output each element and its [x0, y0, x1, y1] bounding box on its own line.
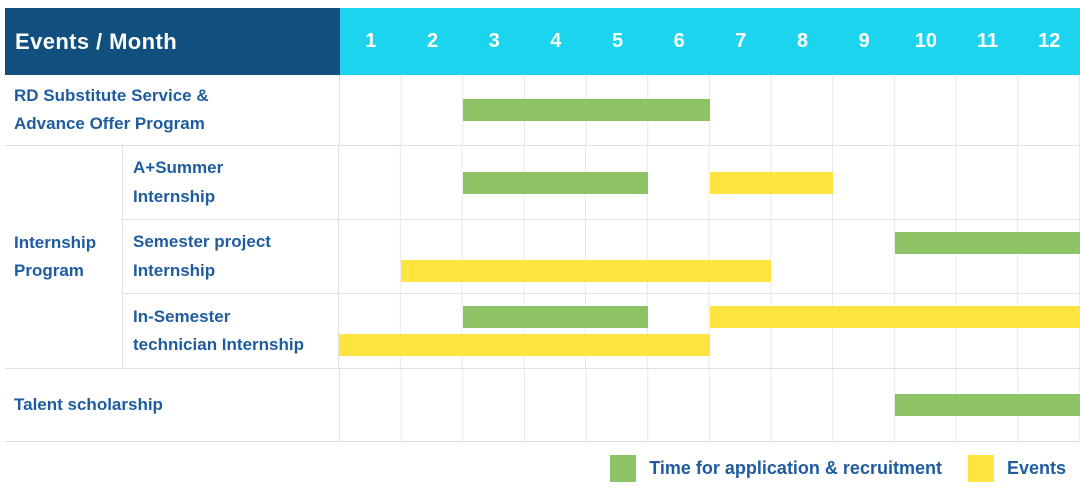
month-header-row: 1 2 3 4 5 6 7 8 9 10 11 12: [340, 8, 1080, 75]
row-label: A+Summer Internship: [123, 146, 339, 219]
row-chart-cell: [340, 369, 1080, 441]
gantt-bar-green: [462, 306, 648, 328]
row-label-line: Internship: [133, 186, 216, 206]
row-label-line: Internship: [133, 260, 216, 280]
legend-swatch-yellow: [967, 455, 994, 482]
row-label: RD Substitute Service & Advance Offer Pro…: [5, 75, 340, 145]
events-month-table: Events / Month 1 2 3 4 5 6 7 8 9 10 11 12 RD Substi…: [5, 8, 1080, 442]
row-chart-cell: [339, 220, 1080, 293]
legend-swatch-green: [610, 455, 637, 482]
gantt-bar-green: [462, 171, 648, 194]
gantt-bar-yellow: [339, 334, 710, 356]
table-row: In-Semester technician Internship: [123, 294, 1080, 368]
month-header-cell: 5: [611, 30, 624, 52]
month-header-cell: 3: [488, 30, 500, 52]
bar-line: [339, 231, 1080, 254]
row-label-line: Program: [14, 261, 84, 280]
gantt-bar-green: [894, 231, 1080, 254]
row-label-line: RD Substitute Service &: [14, 85, 209, 105]
month-header-cell: 9: [858, 30, 870, 52]
group-label: Internship Program: [5, 146, 123, 368]
month-header-cell: 11: [976, 30, 999, 52]
gantt-bar-yellow: [709, 171, 833, 194]
bar-line: [339, 171, 1080, 194]
bar-line: [340, 394, 1080, 416]
legend: Time for application & recruitment Events: [610, 455, 1066, 482]
group-subrows: A+Summer Internship Semester project Intern…: [123, 146, 1080, 368]
gantt-bar-green: [463, 99, 710, 121]
month-header-cell: 8: [796, 30, 809, 52]
bar-line: [340, 99, 1080, 121]
gantt-bar-yellow: [400, 259, 772, 282]
month-header-cell: 12: [1038, 30, 1061, 52]
month-header-cell: 1: [365, 30, 377, 52]
bar-line: [339, 334, 1080, 356]
legend-item: Events: [967, 455, 1066, 482]
header-events-month-title: Events / Month: [5, 8, 340, 75]
table-row: Semester project Internship: [123, 220, 1080, 294]
row-label: Semester project Internship: [123, 220, 339, 293]
bar-line: [339, 259, 1080, 282]
row-label-line: technician Internship: [133, 335, 304, 354]
table-header-row: Events / Month 1 2 3 4 5 6 7 8 9 10 11 12: [5, 8, 1080, 75]
table-row-group: Internship Program A+Summer Internship Semes…: [5, 146, 1080, 369]
row-label-line: In-Semester: [133, 306, 231, 326]
row-label-line: A+Summer: [133, 158, 224, 178]
bar-line: [339, 306, 1080, 328]
row-label: In-Semester technician Internship: [123, 294, 339, 368]
row-label-line: Internship: [14, 232, 97, 252]
table-row: A+Summer Internship: [123, 146, 1080, 220]
month-header-cell: 4: [550, 30, 562, 52]
month-header-cell: 10: [914, 30, 937, 52]
month-header-cell: 6: [673, 30, 685, 52]
legend-label: Events: [1006, 458, 1066, 478]
row-label: Talent scholarship: [5, 369, 340, 441]
table-row: Talent scholarship: [5, 369, 1080, 442]
row-label-line: Semester project: [133, 232, 271, 252]
row-chart-cell: [339, 146, 1080, 219]
month-header-cell: 2: [426, 30, 439, 52]
row-label-line: Talent scholarship: [14, 394, 163, 414]
row-label-line: Advance Offer Program: [14, 114, 205, 133]
gantt-bar-yellow: [709, 306, 1080, 328]
gantt-body: RD Substitute Service & Advance Offer Pro…: [5, 75, 1080, 442]
legend-label: Time for application & recruitment: [649, 458, 942, 478]
month-header-cell: 7: [735, 30, 747, 52]
table-row: RD Substitute Service & Advance Offer Pro…: [5, 75, 1080, 146]
row-chart-cell: [340, 75, 1080, 145]
gantt-bar-green: [895, 394, 1080, 416]
legend-item: Time for application & recruitment: [610, 455, 942, 482]
row-chart-cell: [339, 294, 1080, 368]
